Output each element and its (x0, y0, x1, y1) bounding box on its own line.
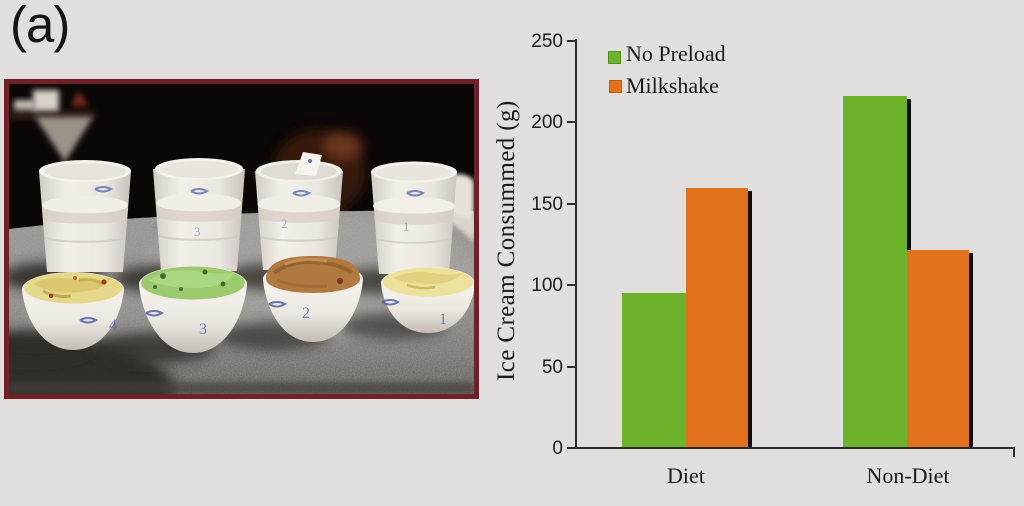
svg-text:3: 3 (194, 224, 201, 239)
svg-text:1: 1 (439, 311, 447, 328)
svg-text:2: 2 (281, 216, 288, 231)
svg-text:2: 2 (302, 305, 310, 322)
svg-text:3: 3 (199, 321, 207, 338)
svg-text:1: 1 (403, 219, 410, 234)
svg-text:4: 4 (151, 218, 158, 233)
svg-text:4: 4 (109, 317, 117, 334)
